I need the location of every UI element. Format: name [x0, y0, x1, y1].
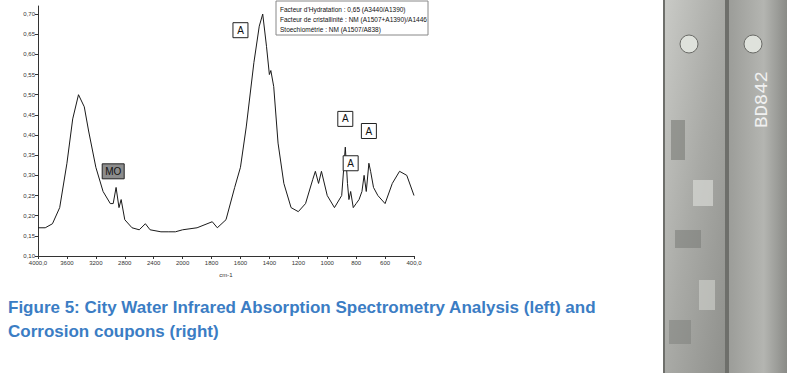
svg-text:A: A — [366, 126, 373, 137]
svg-text:0,45: 0,45 — [23, 112, 35, 118]
svg-text:0,35: 0,35 — [23, 152, 35, 158]
svg-text:0,50: 0,50 — [23, 92, 35, 98]
svg-text:1800: 1800 — [205, 260, 219, 266]
svg-text:A: A — [347, 158, 354, 169]
svg-text:0,20: 0,20 — [23, 213, 35, 219]
svg-text:1200: 1200 — [292, 260, 306, 266]
svg-text:2400: 2400 — [147, 260, 161, 266]
svg-text:Stoechiométrie : NM (A1507/A83: Stoechiométrie : NM (A1507/A838) — [280, 26, 381, 34]
svg-text:0,70: 0,70 — [23, 11, 35, 17]
svg-text:3200: 3200 — [89, 260, 103, 266]
html-text:Figure 5: City Water Infrared: Figure 5: City Water Infrared Absorption… — [8, 298, 596, 341]
svg-text:0,40: 0,40 — [23, 132, 35, 138]
svg-text:0,10: 0,10 — [23, 253, 35, 259]
svg-text:2800: 2800 — [118, 260, 132, 266]
svg-text:400,0: 400,0 — [406, 260, 422, 266]
svg-text:2000: 2000 — [176, 260, 190, 266]
svg-text:0,65: 0,65 — [23, 31, 35, 37]
svg-text:cm-1: cm-1 — [219, 272, 233, 278]
svg-text:3600: 3600 — [60, 260, 74, 266]
svg-text:MO: MO — [105, 166, 121, 177]
svg-text:600: 600 — [380, 260, 391, 266]
svg-text:1000: 1000 — [321, 260, 335, 266]
svg-text:Facteur d'Hydratation : 0,65 (: Facteur d'Hydratation : 0,65 (A3440/A139… — [280, 6, 406, 14]
svg-text:0,55: 0,55 — [23, 72, 35, 78]
svg-text:BD842: BD842 — [751, 71, 773, 128]
svg-text:0,60: 0,60 — [23, 51, 35, 57]
svg-text:0,30: 0,30 — [23, 172, 35, 178]
svg-text:4000,0: 4000,0 — [29, 260, 48, 266]
svg-text:0,15: 0,15 — [23, 233, 35, 239]
svg-text:Facteur de cristallinité : NM: Facteur de cristallinité : NM (A1507+A13… — [280, 16, 427, 24]
svg-text:800: 800 — [351, 260, 362, 266]
svg-text:1600: 1600 — [234, 260, 248, 266]
svg-text:A: A — [237, 25, 244, 36]
svg-text:0,25: 0,25 — [23, 193, 35, 199]
svg-text:1400: 1400 — [263, 260, 277, 266]
svg-text:A: A — [342, 113, 349, 124]
